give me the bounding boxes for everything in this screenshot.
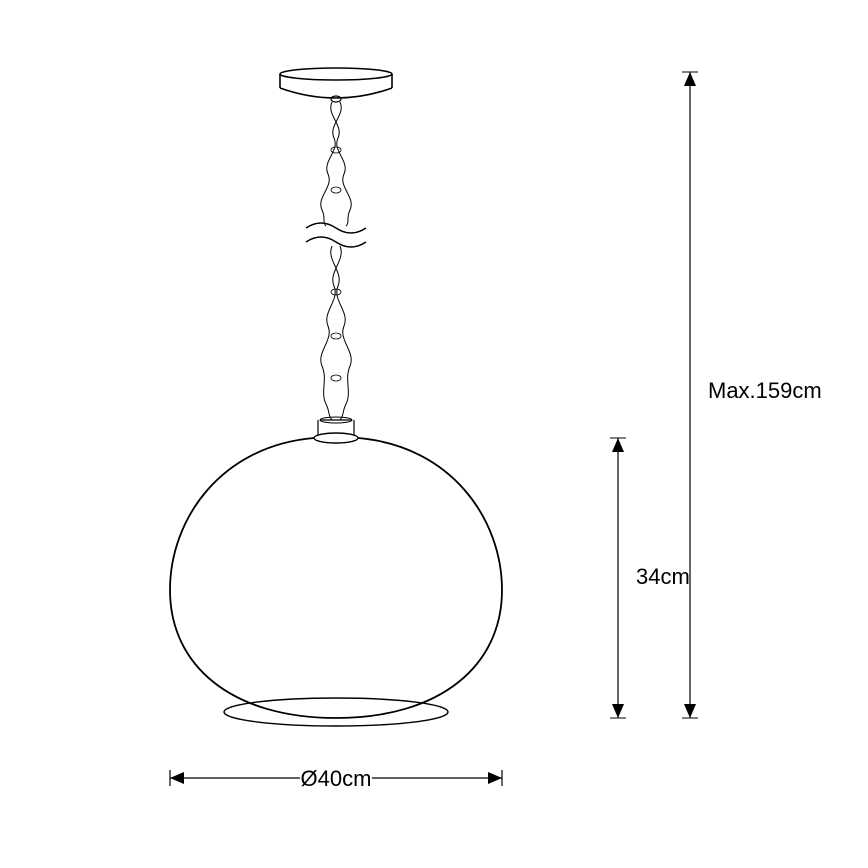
pendant-cord <box>306 102 366 420</box>
width-dim-label: Ø40cm <box>301 766 372 791</box>
lamp-shade-outline <box>170 438 502 726</box>
width-dimension: Ø40cm <box>170 766 502 791</box>
canopy <box>280 68 392 102</box>
total-height-dim-label: Max.159cm <box>708 378 822 403</box>
shade-height-dimension: 34cm <box>610 438 690 718</box>
pendant-lamp-tech-drawing: Ø40cm 34cm Max.159cm <box>0 0 868 868</box>
shade-height-dim-label: 34cm <box>636 564 690 589</box>
total-height-dimension: Max.159cm <box>682 72 822 718</box>
socket-cup <box>314 417 358 443</box>
